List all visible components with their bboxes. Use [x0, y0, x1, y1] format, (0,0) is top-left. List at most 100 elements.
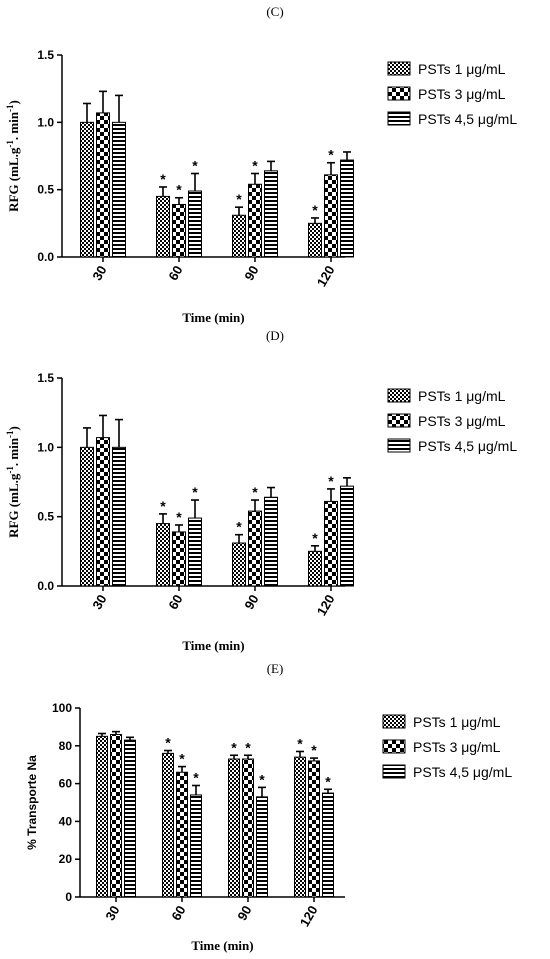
- y-tick-label: 1.5: [37, 48, 54, 62]
- y-tick-label: 0.0: [37, 250, 54, 264]
- significance-star: *: [179, 751, 185, 767]
- bar: [110, 733, 122, 898]
- x-tick-label: 90: [234, 903, 254, 923]
- legend-label: PSTs 3 μg/mL: [418, 413, 506, 429]
- bar: [256, 796, 268, 898]
- legend-swatch: [387, 388, 411, 403]
- bar: [156, 523, 170, 587]
- bar: [264, 496, 278, 587]
- bar: [112, 446, 126, 587]
- legend-label: PSTs 4,5 μg/mL: [413, 764, 512, 780]
- bar: [176, 771, 188, 898]
- significance-star: *: [236, 191, 242, 207]
- x-tick-label: 120: [314, 592, 338, 618]
- bar: [232, 542, 246, 587]
- significance-star: *: [328, 147, 334, 163]
- bar: [248, 510, 262, 587]
- legend-swatch: [387, 438, 411, 453]
- x-tick-label: 60: [165, 592, 185, 612]
- x-tick-label: 30: [89, 592, 109, 612]
- x-tick-label: 60: [165, 263, 185, 283]
- legend-swatch: [387, 86, 411, 101]
- significance-star: *: [176, 509, 182, 525]
- bar: [162, 752, 174, 898]
- significance-star: *: [176, 182, 182, 198]
- y-tick-label: 0: [65, 890, 72, 904]
- legend-label: PSTs 1 μg/mL: [413, 714, 501, 730]
- significance-star: *: [312, 530, 318, 546]
- x-tick-label: 120: [297, 903, 321, 929]
- significance-star: *: [245, 739, 251, 755]
- bar: [340, 485, 354, 587]
- bar: [340, 159, 354, 258]
- significance-star: *: [259, 771, 265, 787]
- bar: [172, 531, 186, 587]
- legend-swatch: [382, 714, 406, 729]
- bar: [96, 112, 110, 258]
- significance-star: *: [231, 739, 237, 755]
- bar: [322, 792, 334, 898]
- legend-swatch: [387, 413, 411, 428]
- bar: [156, 195, 170, 258]
- significance-star: *: [192, 484, 198, 500]
- significance-star: *: [252, 484, 258, 500]
- y-tick-label: 100: [52, 701, 72, 715]
- y-tick-label: 0.0: [37, 579, 54, 593]
- bar: [264, 170, 278, 258]
- x-tick-label: 90: [241, 592, 261, 612]
- y-axis-title: RFG (mL.g-1. min-1): [5, 100, 21, 212]
- chart-d-rfg: 0.0 0.5 1.0 1.5 RFG (mL.g-1. min-1) 30 60 * * * 90…: [5, 371, 517, 653]
- x-axis-title: Time (min): [191, 938, 253, 953]
- bar: [294, 756, 306, 898]
- bar: [124, 739, 136, 898]
- legend-label: PSTs 3 μg/mL: [413, 739, 501, 755]
- y-tick-label: 0.5: [37, 510, 54, 524]
- x-tick-label: 120: [314, 263, 338, 289]
- significance-star: *: [160, 171, 166, 187]
- legend-swatch: [382, 739, 406, 754]
- panel-label-c: (C): [266, 4, 284, 19]
- y-tick-label: 80: [59, 739, 73, 753]
- bar: [232, 214, 246, 258]
- significance-star: *: [311, 742, 317, 758]
- y-tick-label: 1.5: [37, 371, 54, 385]
- bar: [80, 446, 94, 587]
- bar: [96, 735, 108, 898]
- y-tick-label: 20: [59, 852, 73, 866]
- x-tick-label: 60: [168, 903, 188, 923]
- y-tick-label: 40: [59, 814, 73, 828]
- panel-label-d: (D): [265, 328, 285, 343]
- bar: [242, 758, 254, 898]
- bar: [190, 794, 202, 898]
- y-tick-label: 60: [59, 777, 73, 791]
- bar: [96, 437, 110, 587]
- bar: [248, 183, 262, 258]
- chart-e-transporte: 0 20 40 60 80 100 % Transporte Na 30 60 * * * 90 * * * 1…: [25, 701, 512, 953]
- significance-star: *: [165, 735, 171, 751]
- y-tick-label: 0.5: [37, 183, 54, 197]
- significance-star: *: [328, 473, 334, 489]
- y-axis-title: % Transporte Na: [25, 755, 39, 850]
- significance-star: *: [312, 202, 318, 218]
- bar: [324, 500, 338, 587]
- bar: [308, 550, 322, 587]
- legend-swatch: [387, 111, 411, 126]
- legend-label: PSTs 4,5 μg/mL: [418, 438, 517, 454]
- x-tick-label: 30: [89, 263, 109, 283]
- legend-swatch: [382, 764, 406, 779]
- legend-swatch: [387, 61, 411, 76]
- legend-label: PSTs 1 μg/mL: [418, 388, 506, 404]
- y-tick-label: 1.0: [37, 440, 54, 454]
- legend-label: PSTs 1 μg/mL: [418, 61, 506, 77]
- significance-star: *: [160, 498, 166, 514]
- bar: [308, 222, 322, 258]
- bar: [324, 174, 338, 258]
- panel-label-e: (E): [266, 661, 284, 676]
- x-axis-title: Time (min): [182, 638, 244, 653]
- significance-star: *: [236, 519, 242, 535]
- bar: [80, 121, 94, 258]
- y-axis-title: RFG (mL.g-1. min-1): [5, 426, 21, 538]
- bar: [188, 517, 202, 587]
- bar: [228, 758, 240, 898]
- x-tick-label: 30: [102, 903, 122, 923]
